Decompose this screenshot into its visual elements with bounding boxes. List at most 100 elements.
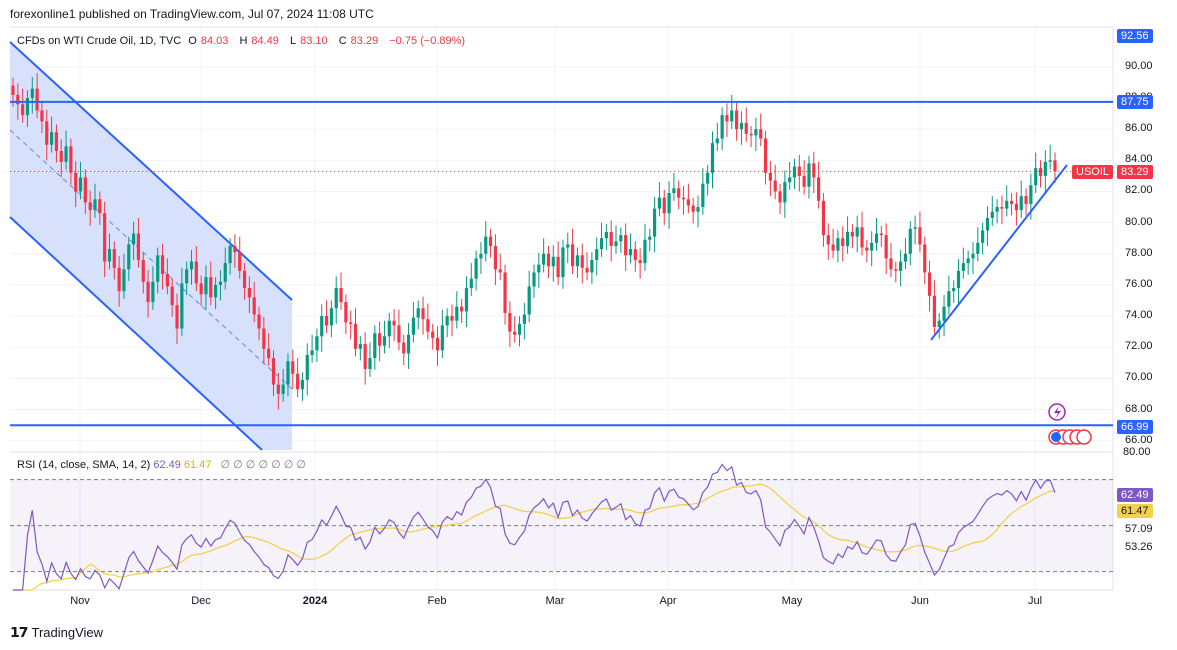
time-tick-label: Apr	[659, 595, 677, 607]
candle-body	[16, 94, 20, 105]
candle-body	[276, 384, 280, 394]
candle-body	[701, 183, 705, 208]
candle-body	[797, 166, 801, 176]
candle-body	[836, 238, 840, 251]
price-tick-label: 84.00	[1125, 153, 1153, 166]
rsi-value-tag: 62.49	[1117, 488, 1153, 502]
candle-body	[735, 110, 739, 130]
candle-body	[170, 286, 174, 306]
candle-body	[990, 211, 994, 218]
candle-body	[397, 325, 401, 343]
rsi-sma-line	[13, 483, 1056, 591]
candle-body	[956, 270, 961, 289]
candle-body	[532, 272, 536, 287]
candle-body	[402, 342, 406, 354]
open-value: 84.03	[200, 35, 229, 47]
time-tick-label: Mar	[545, 595, 565, 607]
candle-body	[580, 255, 584, 268]
candle-body	[821, 200, 826, 236]
candle-body	[214, 284, 218, 298]
candle-body	[985, 217, 990, 231]
candle-body	[35, 88, 39, 111]
candle-body	[599, 238, 604, 250]
candle-body	[431, 331, 435, 338]
time-tick-label: Dec	[191, 595, 211, 607]
candle-body	[942, 306, 946, 321]
candle-body	[238, 252, 242, 271]
candle-body	[1043, 161, 1047, 176]
publish-header: forexonline1 published on TradingView.co…	[10, 7, 374, 21]
candle-body	[98, 199, 102, 214]
candle-body	[373, 333, 377, 359]
rsi-legend: RSI (14, close, SMA, 14, 2) 62.49 61.47 …	[17, 458, 306, 471]
candle-body	[21, 104, 25, 116]
candle-body	[503, 272, 507, 313]
candle-body	[850, 231, 854, 237]
candle-body	[421, 308, 425, 320]
candle-body	[382, 336, 387, 346]
candle-body	[271, 358, 276, 385]
candle-body	[595, 249, 599, 260]
price-tick-label: 76.00	[1125, 277, 1153, 290]
rsi-sma-legend-value: 61.47	[183, 459, 212, 471]
current-price-tag: 83.29	[1117, 165, 1153, 179]
candle-body	[932, 295, 936, 327]
candle-body	[440, 325, 444, 351]
candle-body	[1038, 168, 1043, 176]
candle-body	[218, 281, 223, 285]
candle-body	[874, 233, 879, 243]
grid-lines	[10, 26, 1114, 591]
high-label: H	[239, 35, 248, 47]
candle-body	[546, 253, 551, 267]
candle-body	[11, 85, 15, 95]
price-tick-label: 72.00	[1125, 340, 1153, 353]
candle-body	[247, 288, 251, 298]
candle-body	[691, 205, 695, 212]
tradingview-logo[interactable]: 𝟭𝟳 TradingView	[10, 624, 103, 641]
visibility-icons[interactable]: ∅ ∅ ∅ ∅ ∅ ∅ ∅	[220, 459, 306, 471]
time-tick-label: Jun	[911, 595, 929, 607]
candle-body	[117, 267, 121, 292]
candle-body	[542, 253, 546, 265]
candle-body	[180, 283, 184, 329]
candle-body	[937, 320, 941, 327]
price-tick-label: 86.00	[1125, 122, 1153, 135]
candle-body	[464, 288, 469, 312]
candle-body	[25, 98, 30, 116]
candle-body	[344, 302, 348, 323]
brand-name: TradingView	[31, 625, 104, 640]
candle-body	[64, 146, 68, 162]
candle-body	[1053, 160, 1057, 172]
candle-body	[788, 177, 792, 183]
candle-body	[136, 233, 141, 260]
candle-body	[513, 331, 517, 335]
candle-body	[132, 233, 136, 245]
candle-body	[633, 249, 637, 260]
candle-body	[469, 278, 473, 289]
time-tick-label: Jul	[1027, 595, 1043, 607]
candle-body	[165, 274, 169, 287]
channel-lower-line	[9, 216, 263, 451]
candle-body	[971, 253, 975, 259]
channel-midline	[9, 129, 293, 390]
candle-body	[353, 323, 358, 349]
candle-body	[918, 227, 922, 245]
candle-body	[730, 110, 734, 122]
candle-body	[899, 261, 903, 271]
price-tick-label: 80.00	[1125, 215, 1153, 228]
candle-body	[913, 227, 917, 229]
candle-body	[45, 121, 49, 145]
rsi-pane	[10, 463, 1113, 591]
candle-body	[517, 323, 522, 335]
event-icons	[1048, 403, 1092, 445]
candle-body	[310, 350, 314, 355]
candle-body	[339, 288, 343, 303]
candle-body	[1024, 196, 1028, 204]
candle-body	[426, 319, 430, 332]
channel-fill	[10, 42, 292, 450]
price-tick-label: 74.00	[1125, 309, 1153, 322]
rsi-line	[13, 463, 1056, 591]
candle-body	[614, 241, 618, 246]
candle-body	[508, 312, 512, 332]
